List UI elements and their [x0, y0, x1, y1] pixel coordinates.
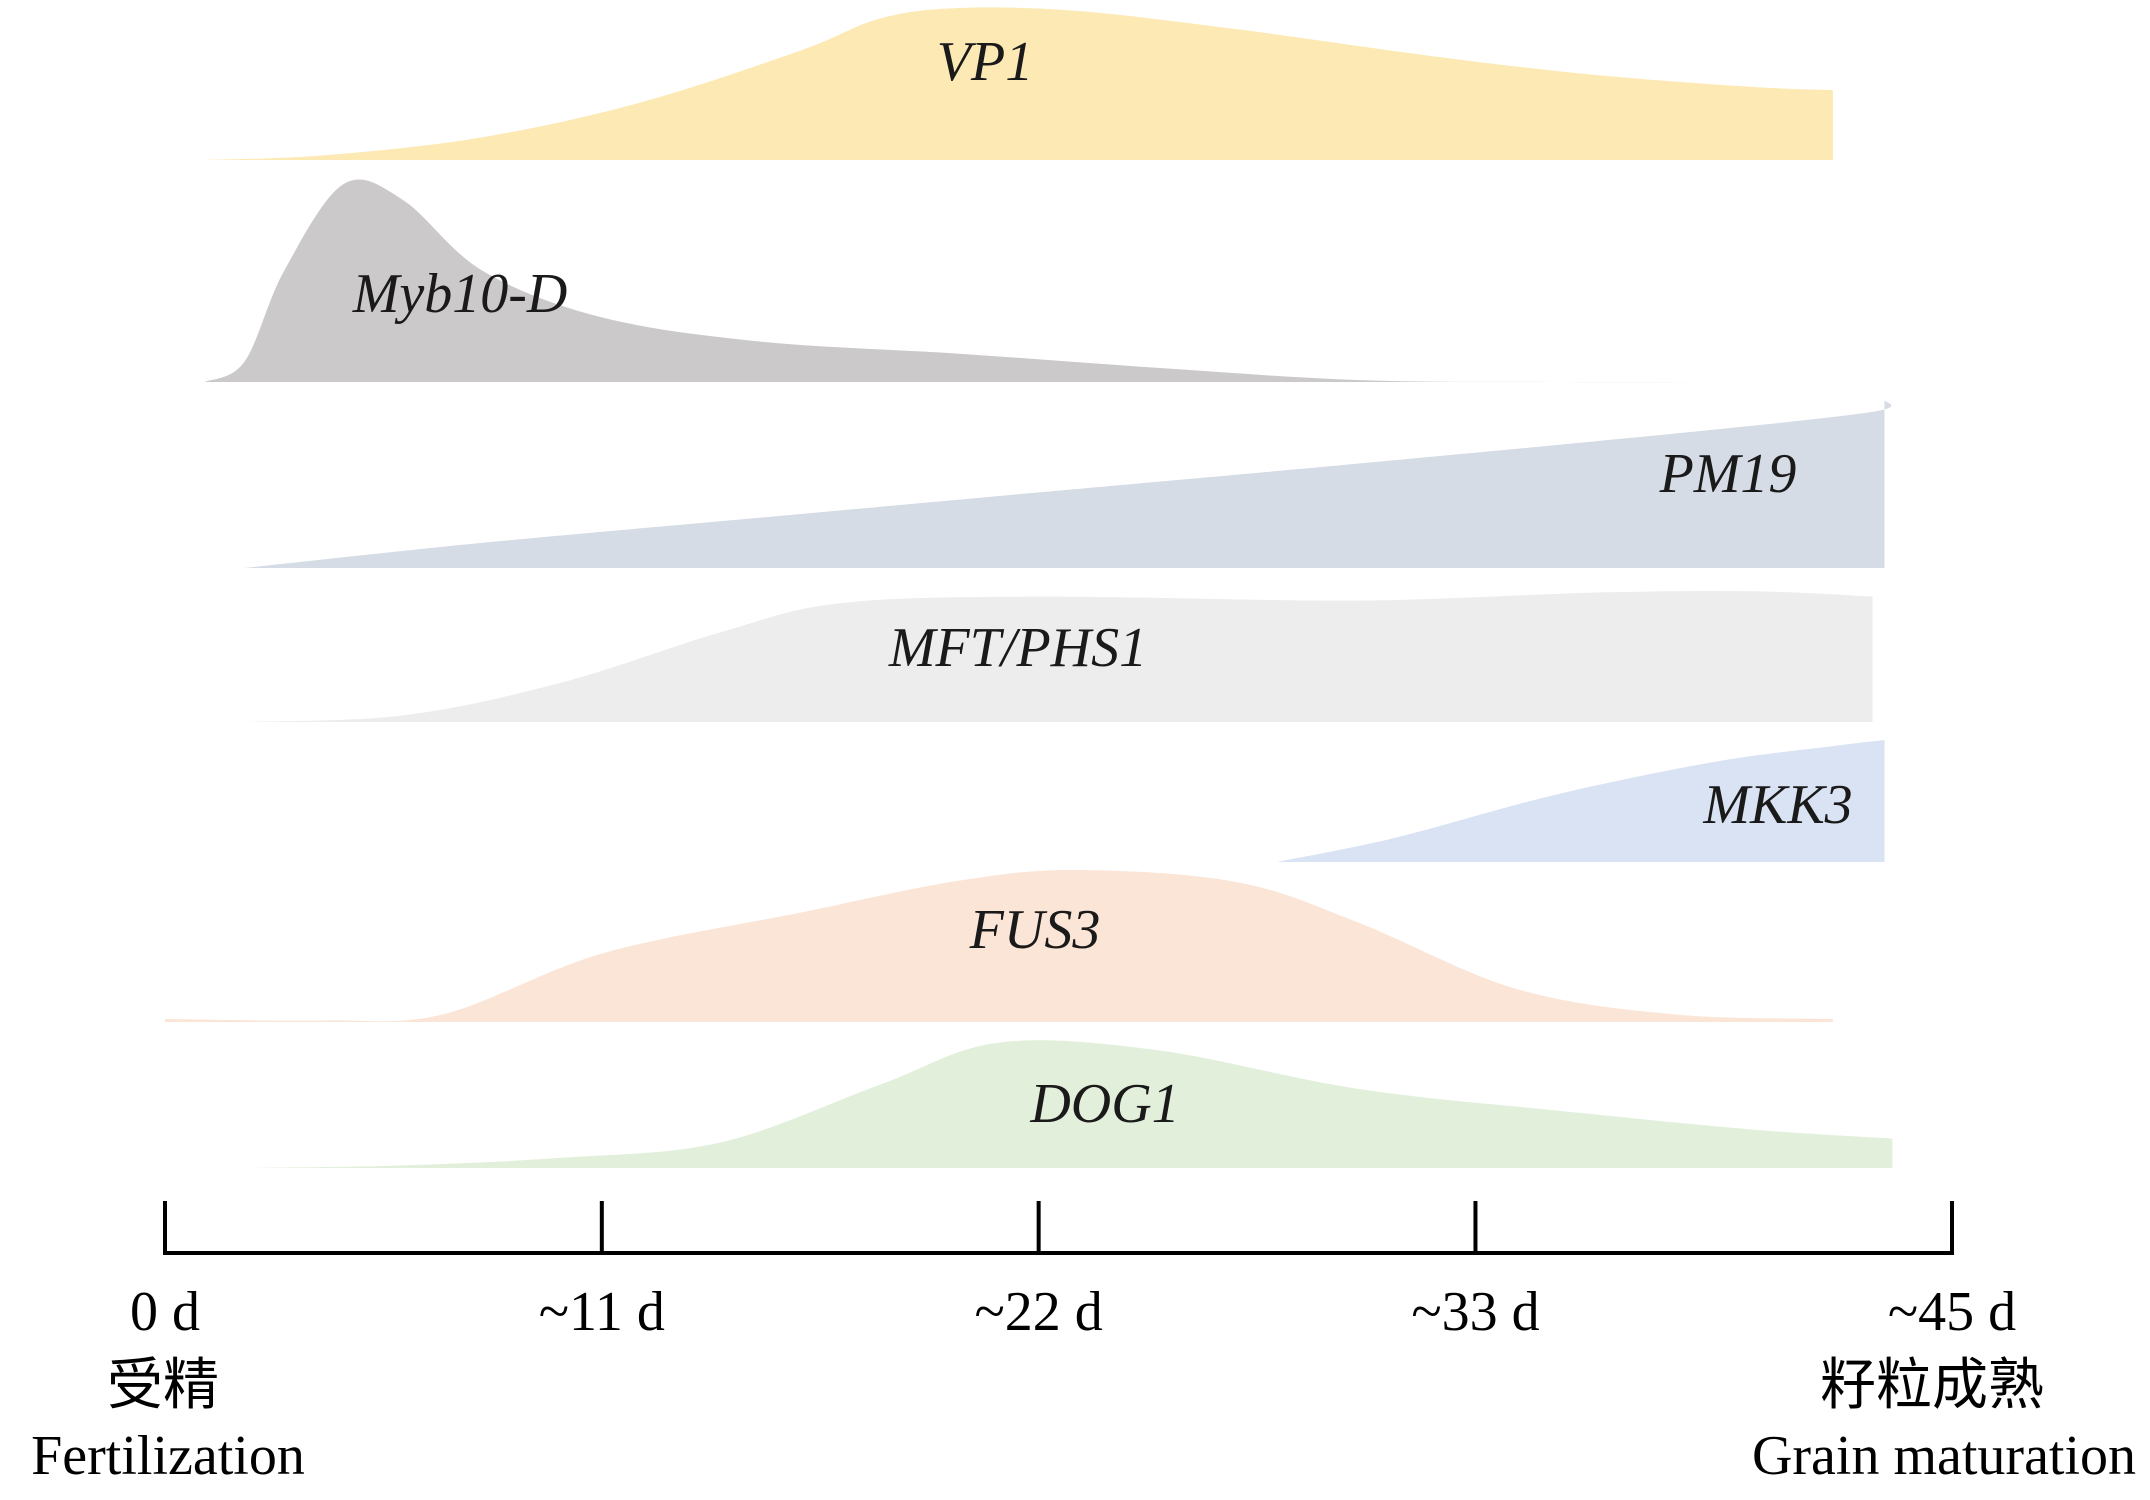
- expression-areas: VP1 Myb10-D PM19 MFT/PHS1 MKK3 FUS3 DOG1: [165, 7, 1953, 1168]
- stage-start-cn: 受精: [107, 1355, 219, 1417]
- series-label-dog1: DOG1: [1029, 1073, 1179, 1135]
- stage-end-cn: 籽粒成熟: [1820, 1355, 2044, 1417]
- series-label-myb10-d: Myb10-D: [352, 263, 568, 325]
- stage-labels: 受精 Fertilization 籽粒成熟 Grain maturation: [31, 1355, 2136, 1487]
- series-area-pm19: [244, 400, 1892, 568]
- series-area-mkk3: [1276, 740, 1885, 862]
- axis-tick-label: ~22 d: [974, 1281, 1102, 1343]
- axis-tick-label: ~11 d: [539, 1281, 665, 1343]
- timeline-axis: 0 d ~11 d ~22 d ~33 d ~45 d: [130, 1201, 2016, 1343]
- series-area-myb10-d: [204, 179, 1953, 383]
- series-label-fus3: FUS3: [969, 899, 1101, 961]
- series-area-fus3: [165, 869, 1833, 1022]
- series-area-vp1: [204, 7, 1833, 161]
- stage-end-en: Grain maturation: [1752, 1425, 2136, 1487]
- series-label-mft-phs1: MFT/PHS1: [888, 617, 1147, 679]
- series-area-mft-phs1: [244, 591, 1873, 722]
- series-label-vp1: VP1: [937, 31, 1033, 93]
- stage-start-en: Fertilization: [31, 1425, 305, 1487]
- axis-tick-label: ~45 d: [1888, 1281, 2016, 1343]
- axis-tick-label: ~33 d: [1411, 1281, 1539, 1343]
- series-area-dog1: [244, 1040, 1893, 1168]
- series-label-mkk3: MKK3: [1702, 774, 1852, 836]
- series-label-pm19: PM19: [1659, 443, 1797, 505]
- axis-tick-label: 0 d: [130, 1281, 200, 1343]
